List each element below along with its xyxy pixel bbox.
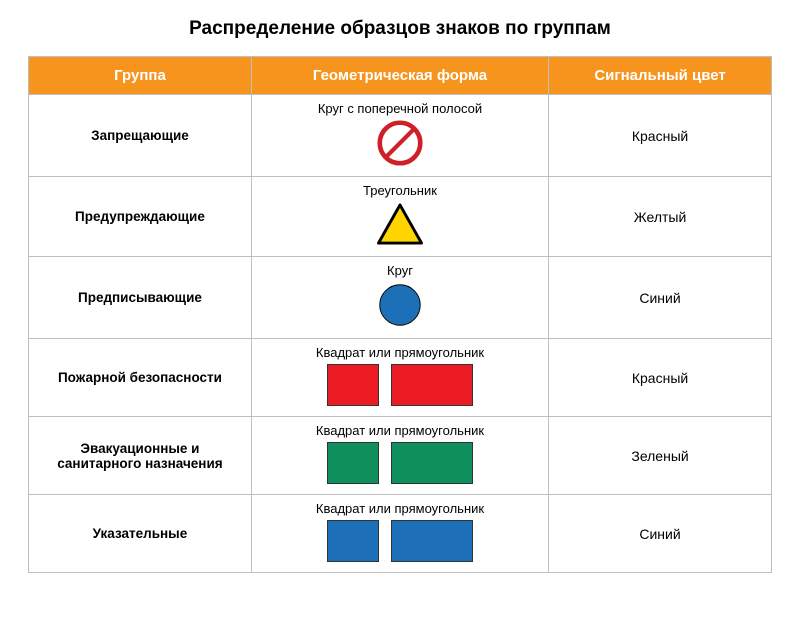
icon-holder [260, 520, 540, 562]
shape-cell: Треугольник [251, 177, 548, 257]
icon-holder [260, 442, 540, 484]
table-row: Эвакуационные и санитарного назначения К… [29, 417, 772, 495]
group-name: Указательные [29, 495, 252, 573]
square-icon [327, 520, 379, 562]
color-name: Синий [549, 257, 772, 339]
icon-holder [260, 120, 540, 166]
icon-holder [260, 282, 540, 328]
rectangle-icon [391, 364, 473, 406]
shape-label: Квадрат или прямоугольник [260, 345, 540, 360]
shape-cell: Квадрат или прямоугольник [251, 339, 548, 417]
shape-label: Круг [260, 263, 540, 278]
group-name: Пожарной безопасности [29, 339, 252, 417]
shape-label: Квадрат или прямоугольник [260, 501, 540, 516]
col-color-header: Сигнальный цвет [549, 57, 772, 95]
square-icon [327, 364, 379, 406]
table-row: Предупреждающие Треугольник Желтый [29, 177, 772, 257]
rectangle-icon [391, 442, 473, 484]
color-name: Зеленый [549, 417, 772, 495]
shape-label: Круг с поперечной полосой [260, 101, 540, 116]
col-group-header: Группа [29, 57, 252, 95]
color-name: Красный [549, 339, 772, 417]
table-row: Указательные Квадрат или прямоугольник С… [29, 495, 772, 573]
shape-cell: Круг [251, 257, 548, 339]
shape-cell: Круг с поперечной полосой [251, 95, 548, 177]
color-name: Желтый [549, 177, 772, 257]
group-name: Запрещающие [29, 95, 252, 177]
prohibition-icon [377, 120, 423, 166]
triangle-icon [375, 202, 425, 246]
square-icon [327, 442, 379, 484]
shape-label: Квадрат или прямоугольник [260, 423, 540, 438]
group-name: Эвакуационные и санитарного назначения [29, 417, 252, 495]
header-row: Группа Геометрическая форма Сигнальный ц… [29, 57, 772, 95]
icon-holder [260, 364, 540, 406]
shape-label: Треугольник [260, 183, 540, 198]
table-row: Предписывающие Круг Синий [29, 257, 772, 339]
circle-icon [377, 282, 423, 328]
page-title: Распределение образцов знаков по группам [28, 18, 772, 40]
col-shape-header: Геометрическая форма [251, 57, 548, 95]
signs-table: Группа Геометрическая форма Сигнальный ц… [28, 56, 772, 573]
table-row: Пожарной безопасности Квадрат или прямоу… [29, 339, 772, 417]
table-row: Запрещающие Круг с поперечной полосой Кр… [29, 95, 772, 177]
color-name: Синий [549, 495, 772, 573]
group-name: Предписывающие [29, 257, 252, 339]
group-name: Предупреждающие [29, 177, 252, 257]
shape-cell: Квадрат или прямоугольник [251, 495, 548, 573]
icon-holder [260, 202, 540, 246]
shape-cell: Квадрат или прямоугольник [251, 417, 548, 495]
rectangle-icon [391, 520, 473, 562]
color-name: Красный [549, 95, 772, 177]
